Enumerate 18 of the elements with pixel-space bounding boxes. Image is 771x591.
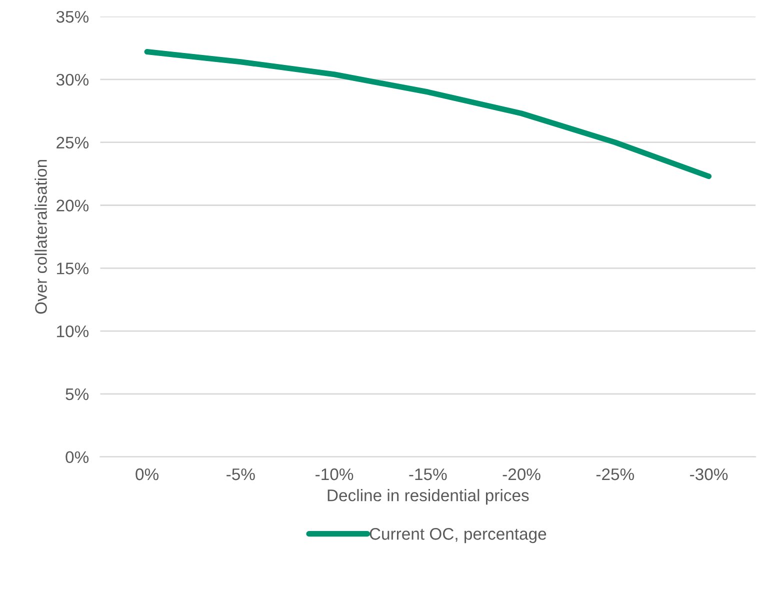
y-tick-label: 0%: [66, 451, 89, 464]
x-tick-label: -30%: [690, 468, 728, 480]
y-tick-label: 25%: [56, 136, 89, 149]
x-tick-label: 0%: [136, 468, 158, 480]
y-tick-label: 10%: [57, 325, 89, 338]
x-tick-label: -10%: [316, 468, 354, 480]
y-tick-label: 30%: [56, 74, 89, 86]
legend-label: Current OC, percentage: [370, 528, 546, 544]
x-tick-label: -25%: [596, 468, 634, 480]
y-tick-label: 15%: [57, 262, 89, 274]
x-axis-title: Decline in residential prices: [328, 489, 529, 505]
y-tick-label: 20%: [56, 200, 89, 212]
x-tick-label: -15%: [409, 468, 447, 480]
y-axis-title: Over collateralisation: [34, 160, 47, 314]
x-tick-label: -20%: [502, 468, 540, 480]
y-tick-label: 5%: [66, 388, 89, 400]
x-tick-label: -5%: [226, 468, 255, 480]
y-tick-label: 35%: [56, 10, 89, 23]
